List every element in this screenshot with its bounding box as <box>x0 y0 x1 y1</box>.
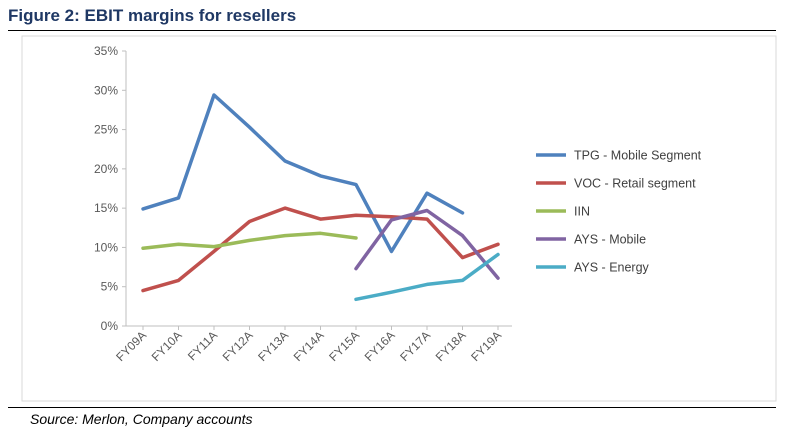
y-tick-label: 5% <box>101 280 119 294</box>
x-tick-label: FY17A <box>397 328 433 364</box>
series-line <box>141 206 500 293</box>
source-note: Source: Merlon, Company accounts <box>30 411 253 427</box>
x-tick-label: FY13A <box>255 328 291 364</box>
x-tick-label: FY09A <box>113 328 149 364</box>
legend-label: AYS - Mobile <box>574 233 646 247</box>
legend-item: IIN <box>536 205 590 219</box>
series-3 <box>141 231 358 250</box>
x-tick-label: FY12A <box>220 328 256 364</box>
top-rule <box>8 30 776 31</box>
x-tick-label: FY15A <box>326 328 362 364</box>
y-tick-label: 35% <box>94 44 118 58</box>
legend-item: TPG - Mobile Segment <box>536 149 702 163</box>
x-tick-label: FY16A <box>362 328 398 364</box>
y-tick-label: 20% <box>94 162 118 176</box>
x-tick-label: FY11A <box>185 328 220 363</box>
series-line <box>141 231 358 250</box>
y-tick-label: 10% <box>94 240 118 254</box>
series-line <box>354 252 500 302</box>
legend-item: AYS - Energy <box>536 261 650 275</box>
legend-label: VOC - Retail segment <box>574 177 696 191</box>
y-axis: 0% 5% 10% 15% 20% 25% 30% 35% <box>94 44 127 333</box>
series-1 <box>141 93 465 254</box>
y-tick-label: 15% <box>94 201 118 215</box>
legend-label: AYS - Energy <box>574 261 650 275</box>
legend-label: IIN <box>574 205 590 219</box>
figure-title: Figure 2: EBIT margins for resellers <box>8 6 297 25</box>
y-tick-label: 30% <box>94 83 118 97</box>
series-layer <box>141 93 500 302</box>
line-chart: 0%5%10%15%20%25%30%35% FY09A FY10A FY11A FY… <box>21 35 777 402</box>
legend-item: AYS - Mobile <box>536 233 646 247</box>
legend-label: TPG - Mobile Segment <box>574 149 702 163</box>
chart-area-border <box>21 35 777 402</box>
legend: TPG - Mobile Segment VOC - Retail segment… <box>536 149 702 275</box>
x-tick-label: FY18A <box>433 328 469 364</box>
plot-frame <box>21 35 777 402</box>
x-tick-label: FY19A <box>468 328 504 364</box>
x-tick-label: FY14A <box>291 328 327 364</box>
legend-item: VOC - Retail segment <box>536 177 696 191</box>
y-tick-label: 25% <box>94 123 118 137</box>
x-tick-label: FY10A <box>149 328 185 364</box>
series-line <box>141 93 465 254</box>
bottom-rule <box>8 407 776 408</box>
x-axis: FY09A FY10A FY11A FY12A FY13A FY14A FY15A FY16A… <box>113 325 512 364</box>
series-4 <box>354 208 500 280</box>
series-5 <box>354 252 500 302</box>
series-2 <box>141 206 500 293</box>
y-tick-label: 0% <box>101 319 119 333</box>
